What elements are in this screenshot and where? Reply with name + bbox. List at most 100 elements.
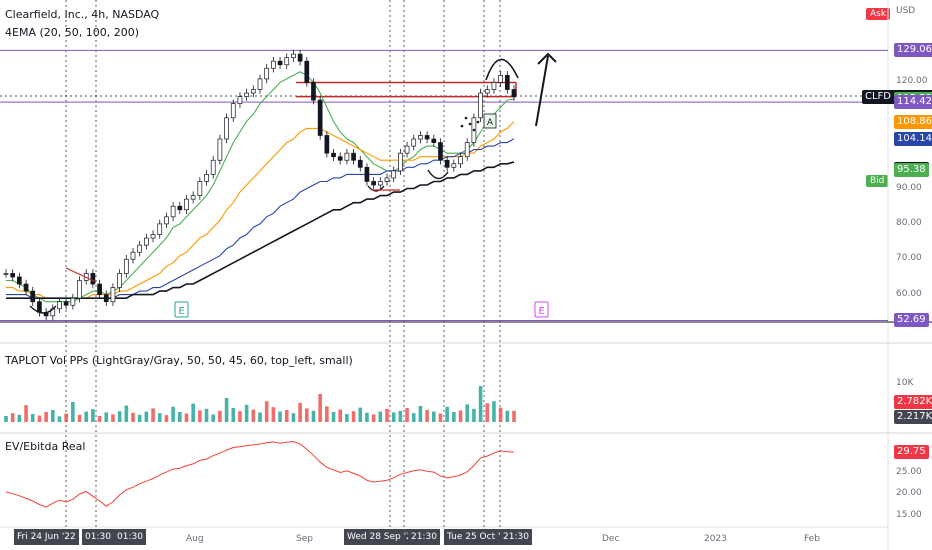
- candle-body: [371, 181, 376, 186]
- candle-body: [170, 205, 176, 218]
- dot-pattern: [472, 128, 476, 132]
- candle-body: [391, 170, 397, 179]
- time-tick: Sep: [296, 534, 313, 544]
- time-tick: Dec: [602, 534, 620, 544]
- bottom-arc-3: [427, 169, 449, 180]
- candle-body: [250, 89, 256, 94]
- earnings-marker[interactable]: E: [534, 301, 549, 318]
- breakout-arrow: [535, 52, 557, 127]
- volume-bar: [111, 414, 115, 422]
- volume-bar: [177, 412, 182, 422]
- ema-line-ema100: [6, 138, 515, 299]
- candle-body: [291, 53, 296, 59]
- volume-bar: [378, 411, 383, 422]
- candle-body: [498, 75, 503, 83]
- volume-bar: [71, 402, 75, 422]
- volume-bar: [405, 408, 409, 422]
- volume-bar: [398, 410, 403, 422]
- time-tick: Aug: [186, 534, 204, 544]
- volume-bar: [4, 416, 8, 422]
- volume-bar: [331, 412, 336, 422]
- candle-body: [418, 135, 423, 140]
- volume-bar: [311, 410, 316, 422]
- time-highlight: 01:30: [114, 529, 146, 545]
- volume-bar: [97, 416, 102, 422]
- volume-bar: [452, 412, 456, 422]
- volume-bar: [325, 406, 329, 422]
- price-tick: 90.00: [896, 182, 922, 193]
- candle-body: [123, 258, 129, 274]
- candle-body: [37, 301, 42, 313]
- ev-pane-label[interactable]: EV/Ebitda Real: [5, 440, 86, 453]
- volume-bar: [445, 406, 449, 422]
- candle-body: [177, 205, 183, 211]
- volume-bar: [418, 406, 423, 422]
- earnings-marker[interactable]: E: [174, 301, 189, 318]
- dot-pattern: [476, 120, 480, 124]
- volume-pane-label[interactable]: TAPLOT Vol PPs (LightGray/Gray, 50, 50, …: [5, 354, 353, 367]
- currency-label[interactable]: USD: [896, 6, 916, 16]
- volume-bar: [391, 412, 396, 422]
- volume-bar: [171, 406, 175, 422]
- volume-bar: [492, 401, 496, 422]
- time-highlight: 21:30: [500, 529, 532, 545]
- candle-body: [451, 163, 457, 168]
- candle-body: [23, 283, 29, 292]
- candle-body: [130, 251, 136, 260]
- annotations[interactable]: [29, 52, 557, 314]
- ema-line-ema20: [6, 71, 515, 303]
- volume-bars: [4, 386, 516, 422]
- ev-ebitda-series: [5, 440, 515, 508]
- volume-bar: [478, 386, 483, 422]
- volume-bar: [238, 411, 242, 422]
- price-tick: 70.00: [896, 253, 922, 264]
- candle-body: [317, 99, 323, 136]
- ev-badge: 29.75: [894, 445, 929, 460]
- candle-body: [491, 82, 497, 90]
- candle-body: [63, 301, 69, 306]
- price-badge: 129.06: [894, 43, 932, 58]
- ask-tag: Ask: [866, 8, 891, 20]
- dot-pattern: [464, 116, 468, 120]
- earnings-marker-label: E: [538, 306, 544, 317]
- candle-body: [364, 166, 370, 182]
- candle-body: [103, 294, 109, 303]
- dot-pattern: [468, 122, 472, 126]
- candle-body: [351, 152, 356, 161]
- volume-bar: [151, 408, 155, 422]
- candle-body: [271, 60, 276, 69]
- volume-bar: [505, 410, 510, 422]
- candle-body: [458, 156, 463, 165]
- volume-bar: [77, 414, 82, 422]
- candle-body: [237, 96, 243, 105]
- candle-body: [264, 67, 270, 80]
- volume-bar: [284, 410, 289, 422]
- candle-body: [297, 53, 303, 62]
- candle-body: [117, 273, 122, 288]
- alert-marker[interactable]: A: [483, 113, 497, 129]
- time-highlight: Tue 25 Oct '22: [444, 529, 515, 545]
- time-tick: Feb: [804, 534, 820, 544]
- resistance-zone[interactable]: [296, 81, 517, 98]
- volume-badge: 2.217K: [894, 410, 932, 424]
- volume-bar: [425, 410, 429, 422]
- volume-tick: 10K: [896, 378, 914, 388]
- price-badge: 114.42: [894, 95, 932, 110]
- volume-bar: [157, 413, 162, 422]
- volume-bar: [124, 405, 129, 422]
- chart-title: Clearfield, Inc., 4h, NASDAQ: [5, 8, 160, 21]
- top-arc: [485, 58, 519, 81]
- ema-line-ema200: [6, 161, 515, 299]
- time-highlight: 21:30: [408, 529, 440, 545]
- volume-bar: [50, 410, 55, 422]
- price-badge: 108.86: [894, 114, 932, 129]
- candle-body: [277, 60, 283, 66]
- volume-bar: [438, 413, 443, 422]
- horizontal-levels[interactable]: [0, 49, 932, 323]
- indicator-label[interactable]: 4EMA (20, 50, 100, 200): [5, 26, 140, 39]
- candle-body: [311, 82, 316, 101]
- volume-bar: [298, 402, 302, 422]
- volume-bar: [44, 412, 48, 422]
- candle-body: [230, 103, 236, 119]
